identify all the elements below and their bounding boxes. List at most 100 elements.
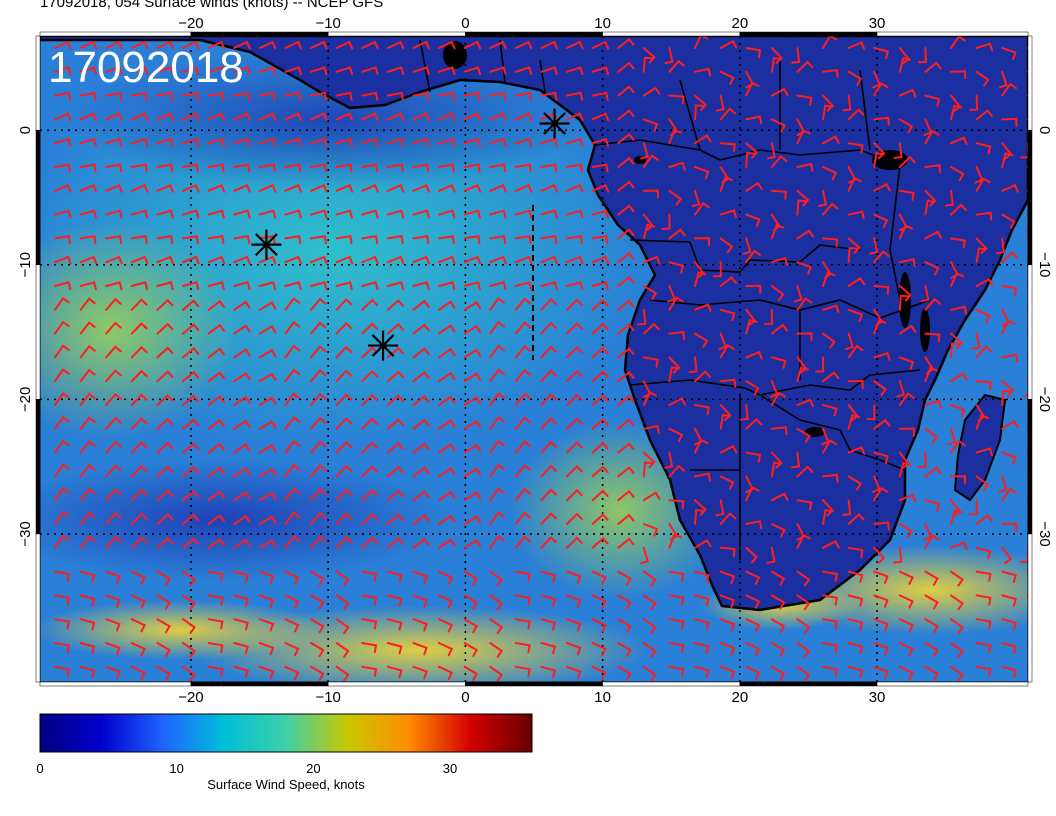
wind-barb	[617, 228, 635, 240]
wind-barb	[770, 189, 787, 200]
wind-barb	[873, 521, 890, 531]
wind-barb	[182, 323, 200, 335]
wind-barb	[898, 258, 916, 268]
wind-barb	[566, 183, 584, 193]
wind-barb	[489, 163, 507, 173]
wind-barb	[412, 163, 430, 173]
wind-barb	[258, 137, 277, 147]
wind-barb	[514, 511, 532, 525]
wind-barb	[156, 642, 171, 658]
wind-barb	[105, 163, 123, 173]
wind-barb	[745, 665, 761, 681]
wind-barb	[822, 371, 840, 383]
wind-barb	[361, 163, 379, 173]
wind-barb	[79, 665, 96, 679]
top-axis-bar	[876, 31, 1029, 37]
wind-barb	[642, 424, 660, 434]
wind-barb	[182, 370, 200, 383]
wind-barb	[386, 322, 404, 335]
wind-barb	[591, 235, 609, 245]
wind-barb	[694, 509, 705, 525]
wind-barb	[847, 546, 864, 559]
wind-barb	[105, 345, 122, 359]
wind-barb	[898, 461, 912, 478]
wind-barb	[540, 209, 558, 219]
wind-barb	[489, 463, 506, 478]
wind-barb	[105, 642, 121, 656]
wind-barb	[924, 499, 941, 512]
bottom-axis-bar	[327, 681, 466, 687]
wind-barb	[182, 346, 200, 359]
wind-barb	[975, 308, 991, 324]
wind-barb	[591, 281, 609, 291]
wind-barb	[412, 299, 430, 311]
wind-barb	[54, 618, 70, 630]
wind-barb	[847, 176, 862, 192]
wind-barb	[847, 277, 866, 287]
wind-barb	[770, 642, 786, 658]
wind-barb	[694, 237, 711, 247]
wind-barb	[335, 417, 353, 430]
wind-barb	[489, 642, 504, 658]
wind-barb	[642, 322, 660, 335]
wind-barb	[335, 512, 353, 525]
wind-barb	[617, 594, 632, 610]
wind-barb	[739, 404, 749, 421]
colorbar-title: Surface Wind Speed, knots	[207, 777, 365, 792]
wind-barb	[617, 466, 635, 478]
wind-barb	[847, 210, 865, 220]
wind-barb	[540, 235, 558, 245]
wind-barb	[893, 142, 903, 159]
wind-barb	[284, 665, 300, 681]
wind-barb	[130, 618, 146, 633]
wind-barb	[182, 513, 200, 525]
wind-barb	[79, 392, 96, 406]
wind-barb	[770, 492, 789, 502]
wind-barb	[796, 465, 814, 478]
wind-barb	[975, 475, 990, 492]
wind-barb	[770, 56, 782, 73]
wind-barb	[873, 142, 886, 160]
wind-barb	[438, 538, 456, 549]
wind-barb	[617, 394, 635, 406]
wind-barb	[386, 255, 405, 265]
left-lat-tick-label: −20	[17, 387, 34, 412]
wind-barb	[182, 465, 200, 478]
wind-barb	[514, 618, 531, 630]
wind-barb	[156, 183, 174, 193]
wind-barb	[182, 594, 196, 611]
wind-barb	[258, 66, 277, 76]
wind-barb	[335, 209, 353, 219]
wind-barb	[284, 392, 301, 406]
wind-barb	[847, 475, 862, 491]
left-axis-bar	[35, 533, 41, 683]
wind-barb	[566, 369, 583, 383]
wind-barb	[412, 371, 430, 383]
wind-barb	[489, 618, 504, 634]
wind-barb	[79, 344, 96, 359]
wind-barb	[207, 570, 224, 582]
wind-barb	[719, 665, 736, 680]
wind-barb	[742, 237, 752, 255]
wind-barb	[642, 154, 659, 168]
wind-barb	[591, 513, 609, 525]
wind-barb	[130, 322, 148, 335]
wind-barb	[335, 570, 350, 587]
wind-barb	[54, 534, 70, 549]
wind-barb	[1001, 319, 1016, 335]
wind-barb	[591, 346, 609, 359]
wind-barb	[284, 618, 300, 633]
wind-barb	[54, 344, 70, 359]
wind-barb	[233, 300, 251, 311]
left-lat-tick-label: −30	[17, 521, 34, 546]
wind-barb	[540, 393, 557, 406]
wind-barb	[284, 463, 301, 478]
wind-barb	[386, 441, 404, 454]
wind-barb	[258, 515, 277, 525]
wind-barb	[924, 570, 939, 586]
wind-barb	[54, 570, 70, 582]
wind-barb	[284, 416, 301, 430]
wind-barb	[668, 594, 685, 606]
wind-barb	[566, 91, 584, 101]
wind-barb	[463, 420, 482, 430]
